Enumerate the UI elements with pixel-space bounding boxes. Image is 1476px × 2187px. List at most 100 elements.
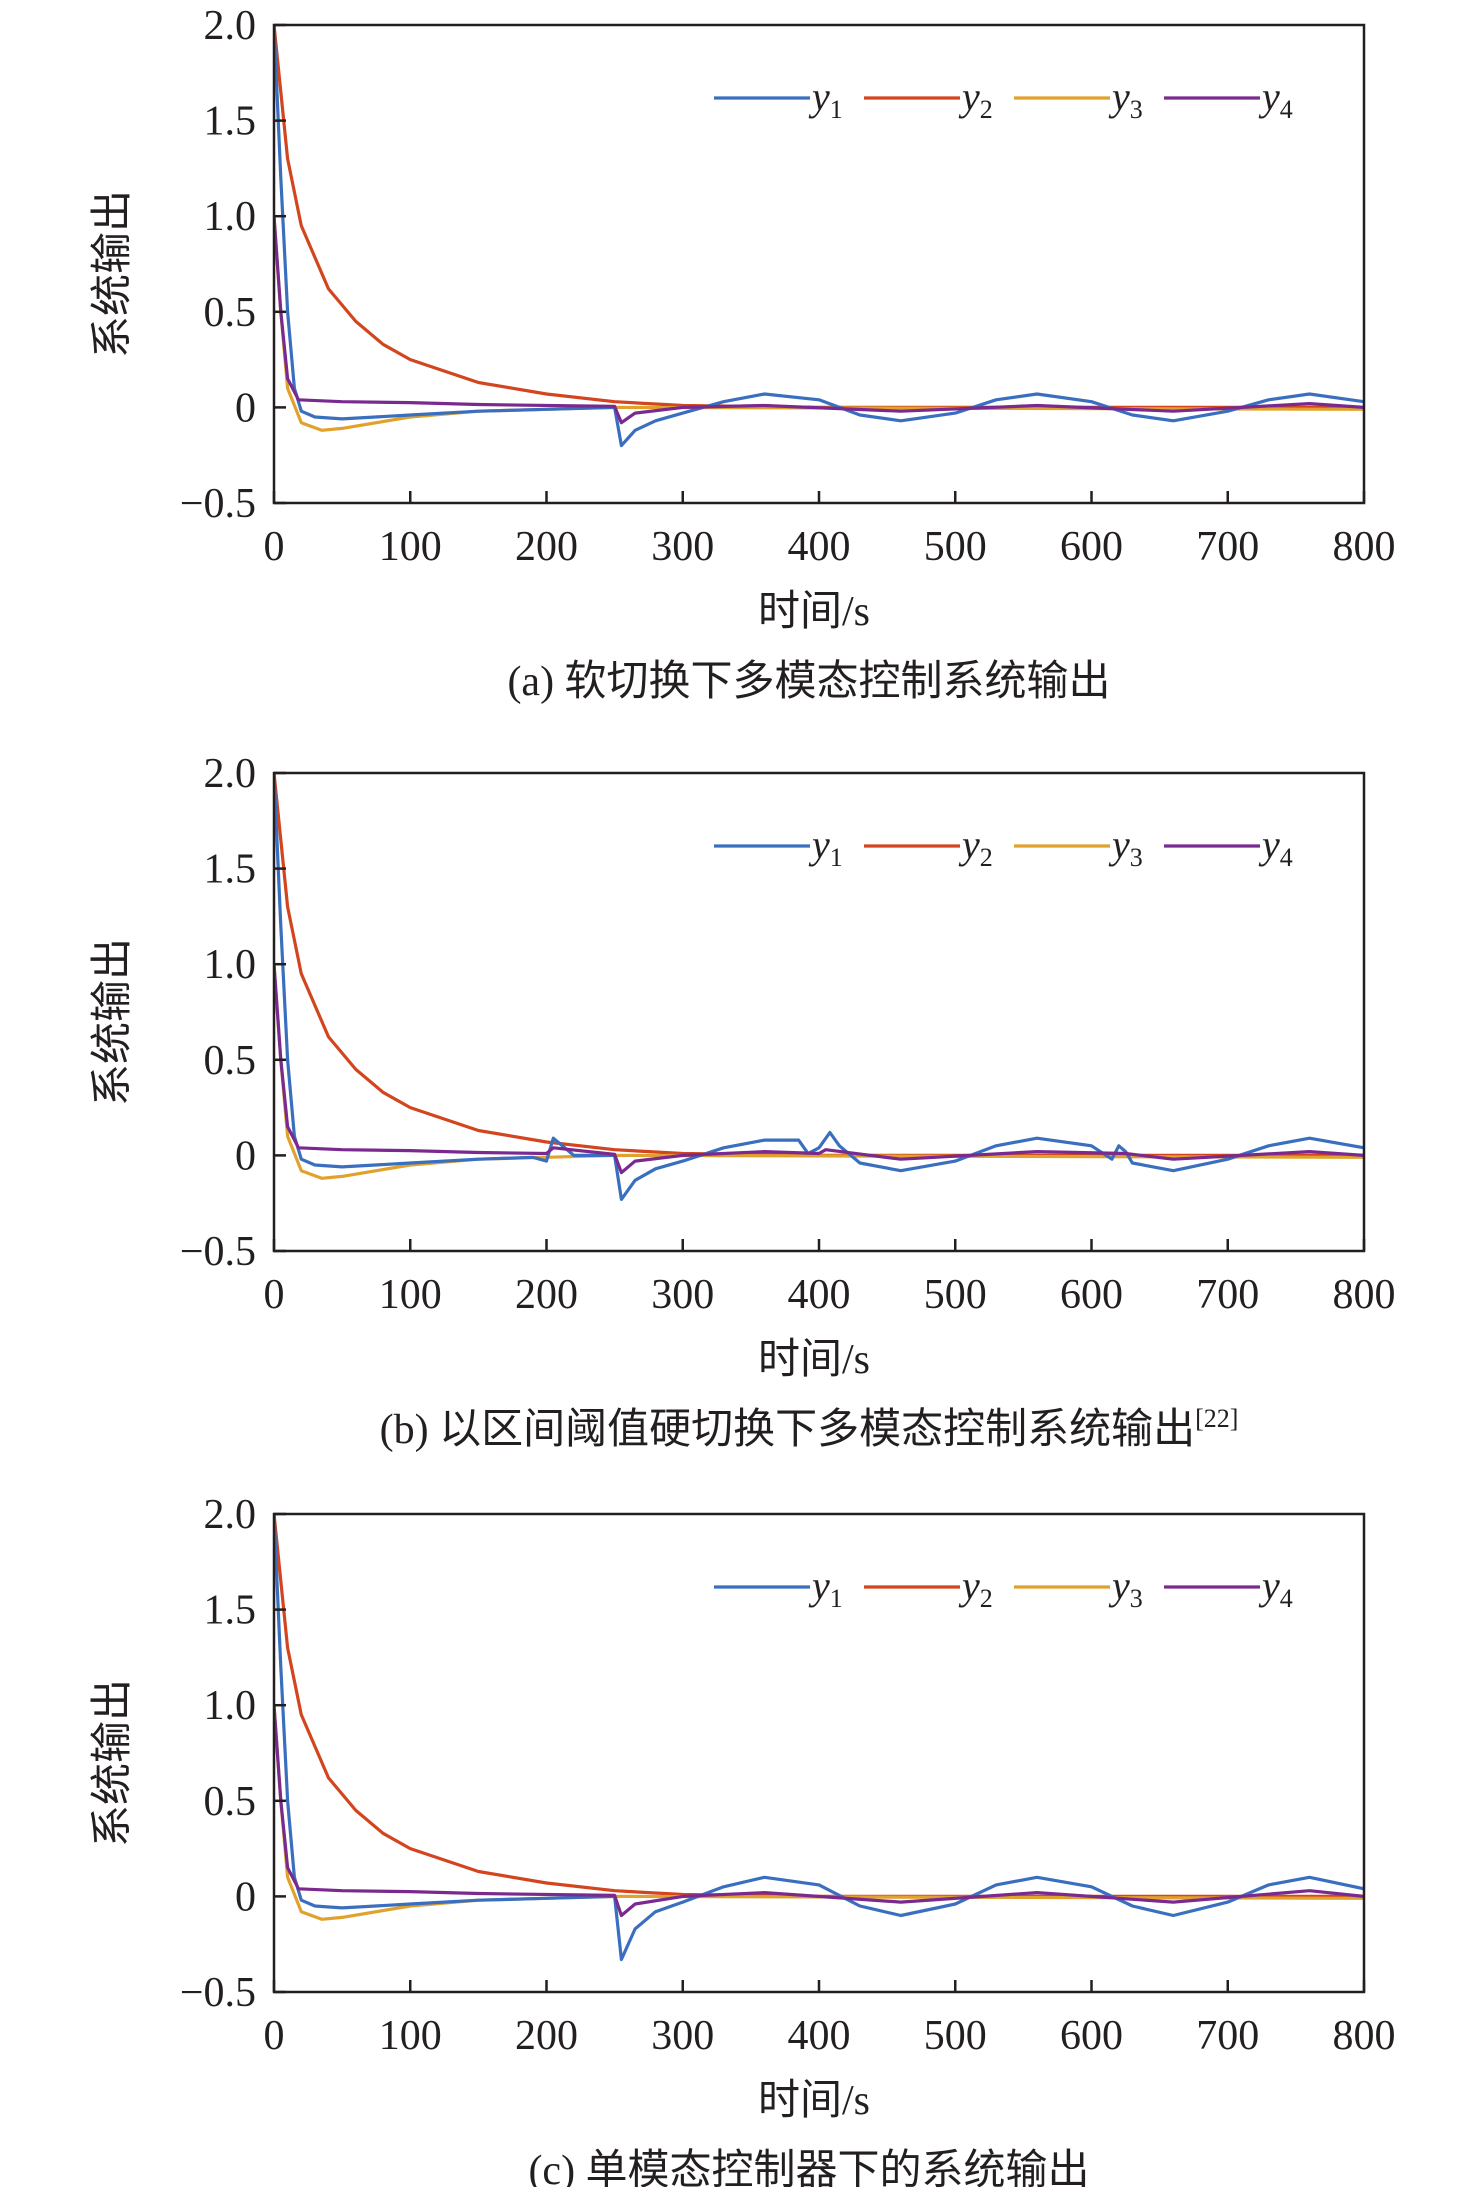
legend-subscript: 3 bbox=[1130, 95, 1143, 124]
x-tick-label: 0 bbox=[264, 1272, 285, 1318]
legend-label-y4: y4 bbox=[1258, 1563, 1293, 1613]
x-tick-label: 0 bbox=[264, 524, 285, 570]
y-tick-label: 1.5 bbox=[204, 99, 257, 145]
legend-label-y1: y1 bbox=[808, 822, 843, 872]
legend-name: y bbox=[1258, 1563, 1280, 1608]
x-tick-label: 300 bbox=[651, 524, 714, 570]
legend-subscript: 1 bbox=[830, 1584, 843, 1613]
x-tick-label: 500 bbox=[924, 524, 987, 570]
x-tick-label: 700 bbox=[1196, 1272, 1259, 1318]
x-tick-label: 700 bbox=[1196, 524, 1259, 570]
series-line-y4 bbox=[274, 216, 1364, 425]
legend-subscript: 3 bbox=[1130, 843, 1143, 872]
caption-reference: [22] bbox=[1195, 1404, 1238, 1433]
y-tick-label: 0 bbox=[235, 1133, 256, 1179]
caption-text: (c) 单模态控制器下的系统输出 bbox=[528, 2148, 1089, 2187]
legend-subscript: 3 bbox=[1130, 1584, 1143, 1613]
legend-name: y bbox=[1258, 74, 1280, 119]
legend-name: y bbox=[1108, 822, 1130, 867]
y-tick-label: 2.0 bbox=[204, 1492, 257, 1538]
y-tick-label: 0 bbox=[235, 1874, 256, 1920]
legend-subscript: 2 bbox=[980, 843, 993, 872]
y-tick-label: 0 bbox=[235, 385, 256, 431]
legend-label-y2: y2 bbox=[958, 822, 993, 872]
x-tick-label: 200 bbox=[515, 524, 578, 570]
x-tick-label: 800 bbox=[1333, 2013, 1396, 2059]
x-tick-label: 0 bbox=[264, 2013, 285, 2059]
y-tick-label: 2.0 bbox=[204, 3, 257, 49]
y-axis-label: 系统输出 bbox=[90, 938, 136, 1106]
y-tick-label: 1.0 bbox=[204, 194, 257, 240]
legend-label-y1: y1 bbox=[808, 74, 843, 124]
figure-caption: (b) 以区间阈值硬切换下多模态控制系统输出[22] bbox=[380, 1404, 1239, 1453]
y-axis-label: 系统输出 bbox=[90, 190, 136, 358]
x-axis-label: 时间/s bbox=[758, 2078, 870, 2124]
legend-label-y2: y2 bbox=[958, 1563, 993, 1613]
x-tick-label: 400 bbox=[788, 2013, 851, 2059]
legend-name: y bbox=[808, 74, 830, 119]
legend-label-y3: y3 bbox=[1108, 822, 1143, 872]
x-tick-label: 500 bbox=[924, 2013, 987, 2059]
y-tick-label: −0.5 bbox=[180, 1970, 256, 2016]
chart-panel-a: 0 100 200 300 400 500 600 700 800−0.500.51.01.52… bbox=[90, 3, 1396, 705]
y-tick-label: 1.0 bbox=[204, 942, 257, 988]
y-tick-label: 1.0 bbox=[204, 1683, 257, 1729]
legend-label-y4: y4 bbox=[1258, 822, 1293, 872]
chart-panel-b: 0 100 200 300 400 500 600 700 800−0.500.51.01.52… bbox=[90, 751, 1396, 1453]
series-line-y2 bbox=[274, 773, 1364, 1158]
legend-label-y3: y3 bbox=[1108, 1563, 1143, 1613]
caption-text: (a) 软切换下多模态控制系统输出 bbox=[507, 659, 1110, 705]
x-tick-label: 600 bbox=[1060, 1272, 1123, 1318]
legend-name: y bbox=[958, 74, 980, 119]
caption-text: (b) 以区间阈值硬切换下多模态控制系统输出 bbox=[380, 1407, 1195, 1453]
x-tick-label: 300 bbox=[651, 2013, 714, 2059]
legend-name: y bbox=[1258, 822, 1280, 867]
legend-label-y1: y1 bbox=[808, 1563, 843, 1613]
y-tick-label: −0.5 bbox=[180, 1229, 256, 1275]
y-tick-label: 1.5 bbox=[204, 847, 257, 893]
legend-subscript: 4 bbox=[1280, 1584, 1293, 1613]
x-tick-label: 800 bbox=[1333, 1272, 1396, 1318]
x-tick-label: 600 bbox=[1060, 524, 1123, 570]
x-tick-label: 400 bbox=[788, 524, 851, 570]
x-tick-label: 800 bbox=[1333, 524, 1396, 570]
series-line-y3 bbox=[274, 216, 1364, 432]
series-line-y1 bbox=[274, 773, 1364, 1202]
y-tick-label: −0.5 bbox=[180, 481, 256, 527]
figure-caption: (c) 单模态控制器下的系统输出 bbox=[528, 2148, 1089, 2187]
x-tick-label: 500 bbox=[924, 1272, 987, 1318]
legend-subscript: 4 bbox=[1280, 95, 1293, 124]
y-axis-label: 系统输出 bbox=[90, 1679, 136, 1847]
legend-label-y3: y3 bbox=[1108, 74, 1143, 124]
legend-subscript: 1 bbox=[830, 843, 843, 872]
x-tick-label: 100 bbox=[379, 1272, 442, 1318]
series-line-y4 bbox=[274, 1705, 1364, 1918]
legend-subscript: 2 bbox=[980, 95, 993, 124]
series-line-y2 bbox=[274, 1514, 1364, 1899]
x-tick-label: 200 bbox=[515, 2013, 578, 2059]
figure-caption: (a) 软切换下多模态控制系统输出 bbox=[507, 659, 1110, 705]
series-line-y4 bbox=[274, 964, 1364, 1175]
legend-name: y bbox=[958, 1563, 980, 1608]
x-tick-label: 700 bbox=[1196, 2013, 1259, 2059]
x-tick-label: 200 bbox=[515, 1272, 578, 1318]
y-tick-label: 0.5 bbox=[204, 1779, 257, 1825]
legend-label-y4: y4 bbox=[1258, 74, 1293, 124]
legend-subscript: 1 bbox=[830, 95, 843, 124]
y-tick-label: 0.5 bbox=[204, 1038, 257, 1084]
legend-subscript: 4 bbox=[1280, 843, 1293, 872]
x-tick-label: 100 bbox=[379, 524, 442, 570]
chart-panel-c: 0 100 200 300 400 500 600 700 800−0.500.51.01.52… bbox=[90, 1492, 1396, 2187]
series-line-y3 bbox=[274, 1705, 1364, 1921]
x-tick-label: 100 bbox=[379, 2013, 442, 2059]
x-tick-label: 300 bbox=[651, 1272, 714, 1318]
series-line-y2 bbox=[274, 25, 1364, 409]
x-axis-label: 时间/s bbox=[758, 1337, 870, 1383]
y-tick-label: 1.5 bbox=[204, 1588, 257, 1634]
legend-subscript: 2 bbox=[980, 1584, 993, 1613]
legend-name: y bbox=[808, 822, 830, 867]
legend-label-y2: y2 bbox=[958, 74, 993, 124]
x-axis-label: 时间/s bbox=[758, 589, 870, 635]
x-tick-label: 600 bbox=[1060, 2013, 1123, 2059]
